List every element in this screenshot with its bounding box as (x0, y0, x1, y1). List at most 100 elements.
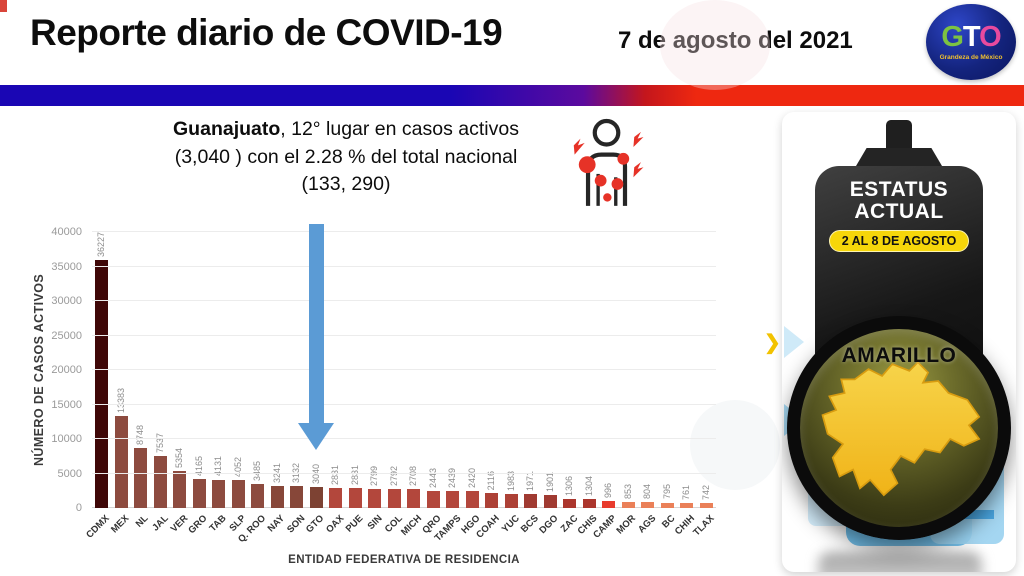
virus-watermark (660, 0, 770, 90)
x-tick-MEX: MEX (109, 513, 132, 536)
x-tick-CHIH: CHIH (672, 513, 697, 538)
x-tick-ZAC: ZAC (558, 513, 580, 535)
x-axis-line (92, 507, 716, 508)
bar-column-TLAX: 742 (697, 232, 717, 508)
bar-column-AGS: 804 (638, 232, 658, 508)
gridline (92, 334, 716, 336)
bar-column-COAH: 2116 (482, 232, 502, 508)
bar-value-label: 2420 (466, 468, 477, 489)
traffic-light-reflection (818, 552, 982, 572)
bar-MICH (407, 489, 421, 508)
x-tick-SON: SON (284, 513, 307, 536)
gto-logo-tagline: Grandeza de México (939, 54, 1003, 61)
yellow-chevron-icon: ❯ (764, 332, 781, 354)
gridline (92, 265, 716, 267)
bar-value-label: 36227 (96, 232, 107, 258)
bar-value-label: 13383 (115, 387, 126, 413)
bar-column-NL: 8748 (131, 232, 151, 508)
x-tick-GTO: GTO (304, 513, 327, 536)
bar-Q. ROO (251, 483, 265, 508)
callout-rest: , 12° lugar en casos activos (3,040 ) co… (174, 118, 519, 196)
bar-value-label: 742 (700, 484, 711, 500)
bar-chart: NÚMERO DE CASOS ACTIVOS 0 5000 10000 15000 2… (28, 214, 720, 568)
person-symptoms-icon (573, 118, 644, 206)
bar-column-CHIS: 1304 (580, 232, 600, 508)
bar-column-YUC: 1983 (502, 232, 522, 508)
status-title: ESTATUS ACTUAL (815, 178, 983, 223)
bar-COAH (485, 493, 499, 508)
y-tick-label: 0 (75, 502, 82, 514)
bar-column-TAMPS: 2439 (443, 232, 463, 508)
bar-column-TAB: 4131 (209, 232, 229, 508)
y-tick-label: 5000 (57, 467, 82, 480)
bar-value-label: 1306 (564, 475, 575, 496)
bar-DGO (543, 494, 557, 508)
bar-value-label: 1983 (505, 471, 516, 492)
x-tick-YUC: YUC (499, 513, 522, 535)
bar-column-DGO: 1901 (541, 232, 561, 508)
bar-value-label: 8748 (135, 424, 146, 445)
y-tick-label: 30000 (51, 295, 82, 307)
bar-column-ZAC: 1306 (560, 232, 580, 508)
x-tick-NL: NL (134, 513, 151, 530)
bar-column-SLP: 4052 (229, 232, 249, 508)
bar-value-label: 4052 (232, 457, 243, 478)
bar-SIN (368, 488, 382, 508)
bar-column-Q. ROO: 3485 (248, 232, 268, 508)
bar-column-HGO: 2420 (463, 232, 483, 508)
divider-gradient-bar (0, 85, 1024, 106)
bar-column-MOR: 853 (619, 232, 639, 508)
report-date: 7 de agosto del 2021 (618, 27, 853, 54)
bar-NL (134, 447, 148, 508)
y-tick-label: 15000 (51, 398, 82, 411)
bar-column-JAL: 7537 (151, 232, 171, 508)
callout-bold: Guanajuato (173, 118, 281, 140)
bar-column-OAX: 2831 (326, 232, 346, 508)
x-tick-OAX: OAX (323, 513, 346, 536)
bar-CDMX (95, 260, 109, 508)
y-tick-label: 10000 (51, 433, 82, 445)
y-tick-label: 20000 (51, 364, 82, 376)
bar-VER (173, 471, 187, 508)
bar-column-CHIH: 761 (677, 232, 697, 508)
bar-PUE (348, 488, 362, 508)
bar-CHIS (582, 499, 596, 508)
bar-TLAX (699, 502, 713, 508)
bar-value-label: 1304 (583, 475, 594, 497)
bar-JAL (153, 456, 167, 508)
x-tick-DGO: DGO (537, 513, 561, 537)
traffic-light-lens: AMARILLO (787, 316, 1011, 540)
bar-value-label: 2831 (349, 465, 360, 486)
bar-column-VER: 5354 (170, 232, 190, 508)
bar-column-SIN: 2799 (365, 232, 385, 508)
x-tick-VER: VER (168, 513, 190, 535)
status-card: ESTATUS ACTUAL 2 AL 8 DE AGOSTO AMARILLO (782, 112, 1016, 572)
bar-column-BC: 795 (658, 232, 678, 508)
bar-column-MEX: 13383 (112, 232, 132, 508)
arrow-body (308, 224, 324, 423)
x-axis-labels: CDMX MEX NL JAL VER GRO TAB SLP Q. ROO NAY SON GTO O… (84, 510, 716, 552)
x-tick-BCS: BCS (518, 513, 541, 535)
x-axis-title: ENTIDAD FEDERATIVA DE RESIDENCIA (288, 554, 520, 566)
y-tick-label: 25000 (51, 329, 82, 342)
bar-ZAC (563, 499, 577, 508)
gridline (92, 403, 716, 405)
gto-logo: GTO Grandeza de México (926, 4, 1016, 80)
bar-column-CDMX: 36227 (92, 232, 112, 508)
bar-value-label: 1971 (525, 471, 536, 492)
bar-SON (290, 486, 304, 508)
x-tick-TAB: TAB (207, 513, 229, 535)
x-tick-CDMX: CDMX (84, 513, 112, 541)
x-tick-SIN: SIN (365, 513, 385, 532)
gto-logo-text: GTO (941, 21, 1001, 53)
x-tick-NAY: NAY (266, 513, 288, 535)
virus-watermark (690, 400, 780, 490)
gridline (92, 438, 716, 439)
bar-value-label: 2708 (408, 466, 419, 487)
bar-column-MICH: 2708 (404, 232, 424, 508)
bar-value-label: 1901 (544, 471, 555, 492)
status-title-line1: ESTATUS (849, 178, 949, 201)
bar-GTO (309, 487, 323, 508)
